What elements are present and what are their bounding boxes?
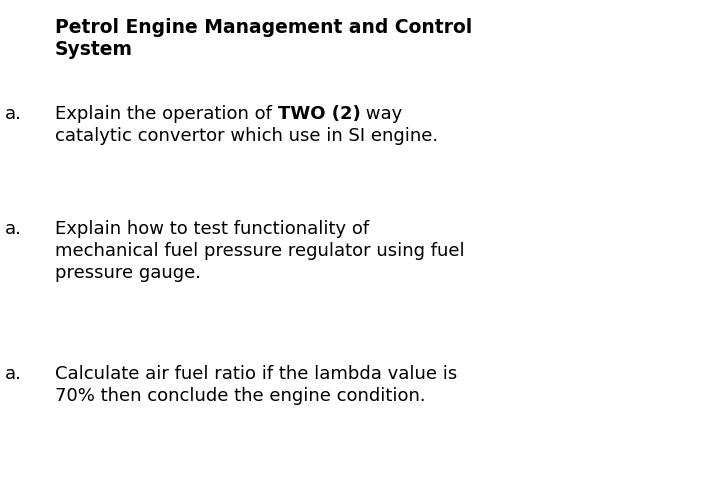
Text: mechanical fuel pressure regulator using fuel: mechanical fuel pressure regulator using… [55,242,464,260]
Text: a.: a. [5,105,22,123]
Text: catalytic convertor which use in SI engine.: catalytic convertor which use in SI engi… [55,127,438,145]
Text: Explain the operation of: Explain the operation of [55,105,278,123]
Text: Calculate air fuel ratio if the lambda value is: Calculate air fuel ratio if the lambda v… [55,365,457,383]
Text: TWO (2): TWO (2) [278,105,361,123]
Text: way: way [361,105,402,123]
Text: pressure gauge.: pressure gauge. [55,264,201,282]
Text: a.: a. [5,365,22,383]
Text: System: System [55,40,133,59]
Text: 70% then conclude the engine condition.: 70% then conclude the engine condition. [55,387,426,405]
Text: Petrol Engine Management and Control: Petrol Engine Management and Control [55,18,472,37]
Text: a.: a. [5,220,22,238]
Text: Explain how to test functionality of: Explain how to test functionality of [55,220,369,238]
